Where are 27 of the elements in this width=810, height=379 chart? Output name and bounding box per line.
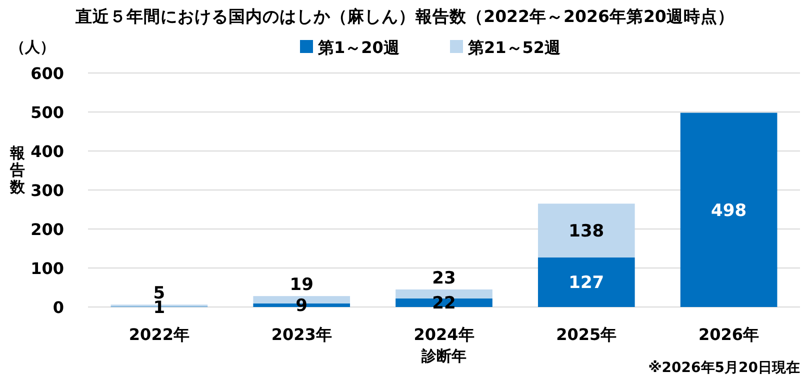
y-tick-label: 400: [30, 142, 64, 161]
x-tick-label: 2025年: [556, 325, 617, 344]
data-label: 127: [568, 273, 604, 294]
legend-label: 第21～52週: [467, 38, 562, 57]
bar: [680, 112, 778, 307]
y-tick-label: 300: [30, 181, 64, 200]
y-axis-title: 報告数: [9, 144, 26, 196]
data-label: 498: [711, 200, 747, 221]
y-tick-label: 0: [52, 298, 64, 317]
bar: [538, 257, 635, 307]
data-label: 19: [290, 275, 314, 296]
chart-title: 直近５年間における国内のはしか（麻しん）報告数（2022年～2026年第20週時点）: [74, 7, 734, 26]
x-tick-label: 2026年: [698, 325, 760, 344]
bar: [538, 204, 635, 258]
text: ※2026年5月20日現在: [648, 360, 800, 376]
y-tick-label: 500: [30, 103, 64, 122]
y-tick-label: 600: [30, 64, 64, 83]
legend-label: 第1～20週: [317, 38, 400, 57]
x-tick-label: 2023年: [271, 325, 332, 344]
x-axis-title: 診断年: [420, 347, 466, 365]
text: （人）: [10, 38, 55, 56]
y-tick-label: 100: [30, 259, 64, 278]
data-label: 138: [568, 222, 604, 242]
x-tick-label: 2022年: [128, 325, 190, 344]
y-tick-label: 200: [30, 220, 64, 239]
data-label: 23: [432, 268, 456, 288]
x-tick-label: 2024年: [414, 325, 474, 344]
